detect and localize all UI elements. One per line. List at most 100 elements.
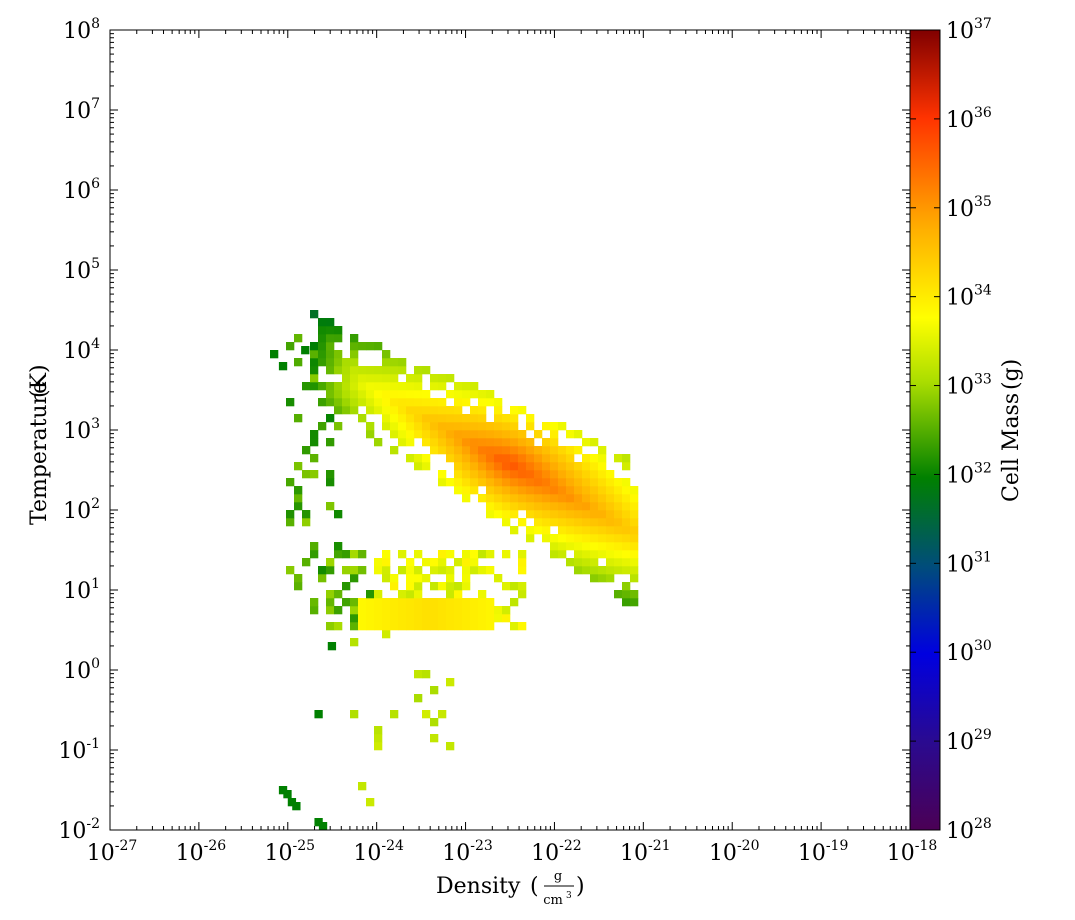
heatmap-cell xyxy=(510,438,519,447)
heatmap-cell xyxy=(406,406,415,415)
heatmap-cell xyxy=(382,550,391,559)
heatmap-cell xyxy=(310,310,319,319)
heatmap-cell xyxy=(454,622,463,631)
heatmap-cell xyxy=(292,802,301,811)
heatmap-cell xyxy=(486,462,495,471)
heatmap-cell xyxy=(462,598,471,607)
heatmap-cell xyxy=(446,574,455,583)
heatmap-cell xyxy=(350,622,359,631)
heatmap-cell xyxy=(494,494,503,503)
heatmap-cell xyxy=(366,342,375,351)
heatmap-cell xyxy=(462,606,471,615)
heatmap-cell xyxy=(614,518,623,527)
heatmap-cell xyxy=(518,446,527,455)
heatmap-cell xyxy=(398,438,407,447)
heatmap-cell xyxy=(374,590,383,599)
heatmap-cell xyxy=(510,462,519,471)
heatmap-cell xyxy=(582,454,591,463)
heatmap-cell xyxy=(486,446,495,455)
heatmap-cell xyxy=(350,390,359,399)
heatmap-cell xyxy=(422,398,431,407)
heatmap-cell xyxy=(606,502,615,511)
heatmap-cell xyxy=(302,518,311,527)
heatmap-cell xyxy=(606,574,615,583)
heatmap-cell xyxy=(510,502,519,511)
heatmap-cell xyxy=(422,574,431,583)
heatmap-cell xyxy=(486,606,495,615)
heatmap-cell xyxy=(430,438,439,447)
heatmap-cell xyxy=(582,566,591,575)
heatmap-cell xyxy=(430,622,439,631)
heatmap-cell xyxy=(470,446,479,455)
heatmap-cell xyxy=(462,582,471,591)
heatmap-cell xyxy=(382,382,391,391)
y-tick-label: 100 xyxy=(63,656,100,684)
heatmap-cell xyxy=(574,430,583,439)
heatmap-cell xyxy=(358,606,367,615)
heatmap-cell xyxy=(390,622,399,631)
heatmap-cell xyxy=(334,406,343,415)
heatmap-cell xyxy=(550,534,559,543)
heatmap-cell xyxy=(486,398,495,407)
heatmap-cell xyxy=(382,398,391,407)
heatmap-cell xyxy=(366,406,375,415)
heatmap-cell xyxy=(430,614,439,623)
heatmap-cell xyxy=(558,422,567,431)
heatmap-cell xyxy=(614,454,623,463)
heatmap-cell xyxy=(590,534,599,543)
heatmap-cell xyxy=(566,454,575,463)
heatmap-cell xyxy=(446,406,455,415)
heatmap-cell xyxy=(502,606,511,615)
heatmap-cell xyxy=(526,478,535,487)
heatmap-cell xyxy=(470,382,479,391)
heatmap-cell xyxy=(510,582,519,591)
heatmap-cell xyxy=(502,518,511,527)
heatmap-cell xyxy=(534,470,543,479)
heatmap-cell xyxy=(462,438,471,447)
heatmap-cell xyxy=(558,454,567,463)
heatmap-cell xyxy=(494,502,503,511)
heatmap-cell xyxy=(606,542,615,551)
heatmap-cell xyxy=(486,614,495,623)
heatmap-cell xyxy=(398,366,407,375)
heatmap-cell xyxy=(438,710,447,719)
heatmap-cell xyxy=(318,822,328,830)
heatmap-cell xyxy=(286,398,295,407)
heatmap-cell xyxy=(518,582,527,591)
heatmap-cell xyxy=(438,446,447,455)
heatmap-cell xyxy=(534,502,543,511)
heatmap-cell xyxy=(414,422,423,431)
y-tick-label: 108 xyxy=(63,16,100,44)
heatmap-cell xyxy=(422,406,431,415)
heatmap-cell xyxy=(334,510,343,519)
heatmap-cell xyxy=(390,382,399,391)
heatmap-cell xyxy=(550,510,559,519)
heatmap-cell xyxy=(406,622,415,631)
heatmap-cell xyxy=(366,622,375,631)
heatmap-cell xyxy=(334,382,343,391)
heatmap-cell xyxy=(310,598,319,607)
heatmap-cell xyxy=(622,486,631,495)
heatmap-cell xyxy=(454,582,463,591)
heatmap-cell xyxy=(518,558,527,567)
heatmap-cell xyxy=(478,606,487,615)
heatmap-cell xyxy=(558,470,567,479)
heatmap-cell xyxy=(598,526,607,535)
heatmap-cell xyxy=(430,558,439,567)
heatmap-cell xyxy=(430,406,439,415)
heatmap-cell xyxy=(590,550,599,559)
heatmap-cell xyxy=(454,558,463,567)
heatmap-cell xyxy=(494,478,503,487)
heatmap-cell xyxy=(446,606,455,615)
heatmap-cell xyxy=(462,454,471,463)
colorbar-label: Cell Mass (g) xyxy=(999,359,1024,502)
heatmap-cell xyxy=(462,422,471,431)
heatmap-cell xyxy=(422,606,431,615)
x-units-denominator-exp: 3 xyxy=(566,891,572,901)
heatmap-cell xyxy=(574,494,583,503)
heatmap-cell xyxy=(598,542,607,551)
heatmap-cell xyxy=(350,598,359,607)
heatmap-cell xyxy=(283,790,292,799)
heatmap-cell xyxy=(374,598,383,607)
heatmap-cell xyxy=(422,598,431,607)
